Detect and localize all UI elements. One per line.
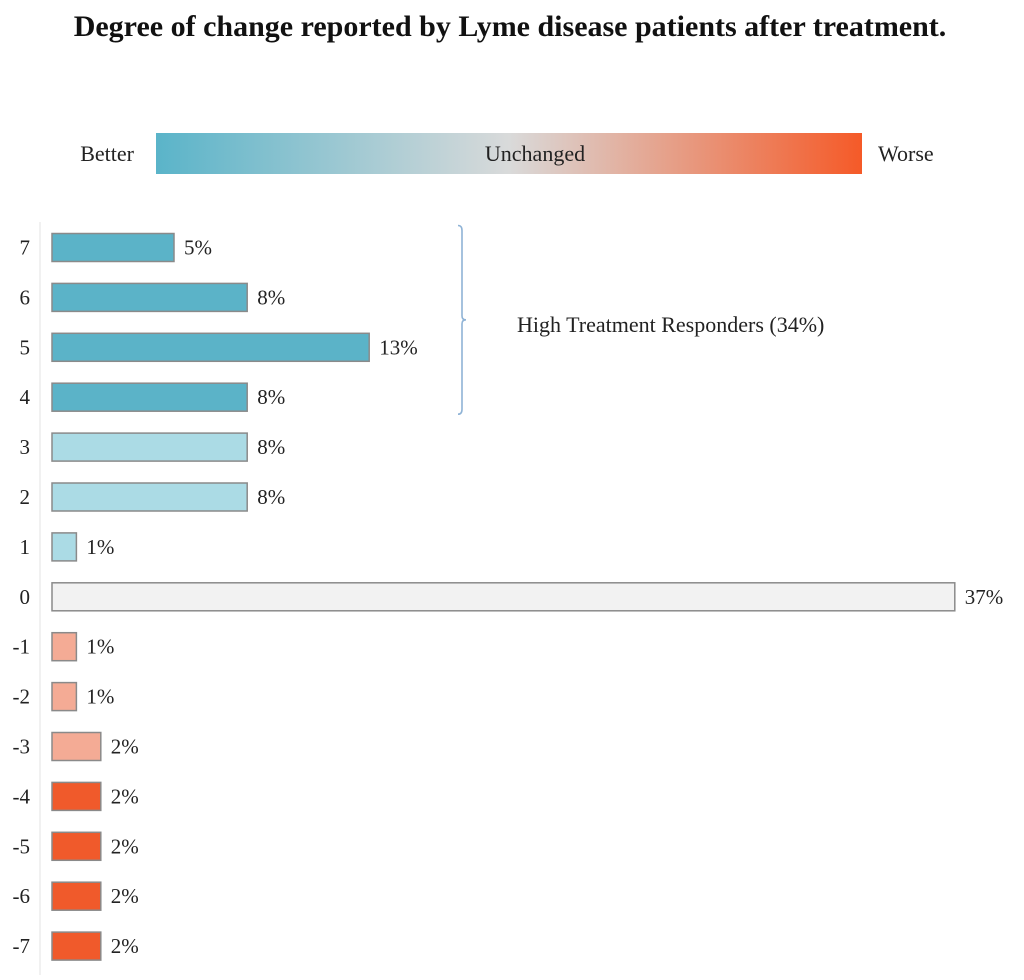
- chart-title: Degree of change reported by Lyme diseas…: [74, 10, 947, 43]
- data-label: 8%: [257, 385, 285, 409]
- category-label: 2: [20, 485, 31, 509]
- category-label: -4: [13, 784, 31, 808]
- data-label: 2%: [111, 735, 139, 759]
- bar: [51, 582, 956, 612]
- bar: [51, 482, 248, 512]
- data-label: 2%: [111, 784, 139, 808]
- category-label: 4: [20, 385, 31, 409]
- category-label: -5: [13, 834, 31, 858]
- bar-series: 7 5% 6 8% 5 13% 4 8% 3 8% 2 8% 1 1% 0 37% -1 1% -2 1% -3 2% -4…: [13, 232, 1004, 961]
- category-label: 3: [20, 435, 31, 459]
- category-label: 6: [20, 285, 31, 309]
- data-label: 1%: [86, 685, 114, 709]
- data-label: 1%: [86, 535, 114, 559]
- category-label: -7: [13, 934, 31, 958]
- bar: [51, 881, 102, 911]
- bar: [51, 282, 248, 313]
- data-label: 5%: [184, 236, 212, 260]
- bar: [51, 631, 78, 662]
- bar: [51, 382, 248, 412]
- data-label: 8%: [257, 285, 285, 309]
- category-label: -3: [13, 735, 31, 759]
- data-label: 13%: [379, 335, 418, 359]
- data-label: 1%: [86, 635, 114, 659]
- category-label: 7: [20, 236, 31, 260]
- responders-annotation: High Treatment Responders (34%): [457, 224, 824, 415]
- scale-label-better: Better: [80, 141, 134, 166]
- data-label: 37%: [965, 585, 1004, 609]
- category-label: 5: [20, 335, 31, 359]
- category-label: 0: [20, 585, 31, 609]
- bar: [51, 232, 175, 263]
- category-label: -2: [13, 685, 31, 709]
- data-label: 8%: [257, 485, 285, 509]
- scale-label-unchanged: Unchanged: [485, 141, 585, 166]
- category-label: -1: [13, 635, 31, 659]
- bar: [51, 731, 102, 762]
- data-label: 2%: [111, 934, 139, 958]
- scale-legend: Better Unchanged Worse: [80, 133, 934, 174]
- data-label: 2%: [111, 834, 139, 858]
- responders-label: High Treatment Responders (34%): [517, 312, 824, 337]
- bar: [51, 781, 102, 812]
- bar: [51, 831, 102, 862]
- bar: [51, 432, 248, 462]
- category-label: -6: [13, 884, 31, 908]
- bar: [51, 532, 78, 562]
- bar: [51, 332, 370, 363]
- bar: [51, 681, 78, 712]
- category-label: 1: [20, 535, 31, 559]
- data-label: 2%: [111, 884, 139, 908]
- scale-label-worse: Worse: [878, 141, 934, 166]
- responders-bracket: [457, 224, 467, 415]
- scale-gradient-bar: [156, 133, 862, 174]
- data-label: 8%: [257, 435, 285, 459]
- bar: [51, 931, 102, 961]
